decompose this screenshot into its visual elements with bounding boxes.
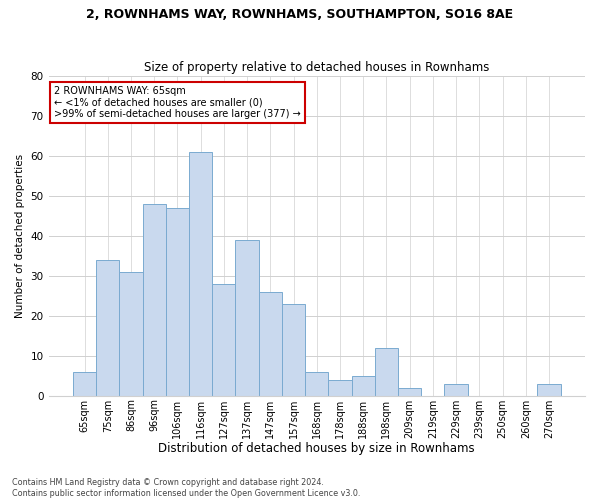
Title: Size of property relative to detached houses in Rownhams: Size of property relative to detached ho… [144,60,490,74]
Bar [538,384,560,396]
Bar [305,372,328,396]
Bar [445,384,468,396]
Bar [119,272,143,396]
Bar [328,380,352,396]
Bar [352,376,375,396]
Bar [73,372,96,396]
Bar [166,208,189,396]
X-axis label: Distribution of detached houses by size in Rownhams: Distribution of detached houses by size … [158,442,475,455]
Text: 2, ROWNHAMS WAY, ROWNHAMS, SOUTHAMPTON, SO16 8AE: 2, ROWNHAMS WAY, ROWNHAMS, SOUTHAMPTON, … [86,8,514,20]
Bar [259,292,282,396]
Text: 2 ROWNHAMS WAY: 65sqm
← <1% of detached houses are smaller (0)
>99% of semi-deta: 2 ROWNHAMS WAY: 65sqm ← <1% of detached … [54,86,301,119]
Bar [235,240,259,396]
Bar [398,388,421,396]
Bar [282,304,305,396]
Text: Contains HM Land Registry data © Crown copyright and database right 2024.
Contai: Contains HM Land Registry data © Crown c… [12,478,361,498]
Y-axis label: Number of detached properties: Number of detached properties [15,154,25,318]
Bar [212,284,235,396]
Bar [375,348,398,396]
Bar [96,260,119,396]
Bar [143,204,166,396]
Bar [189,152,212,396]
